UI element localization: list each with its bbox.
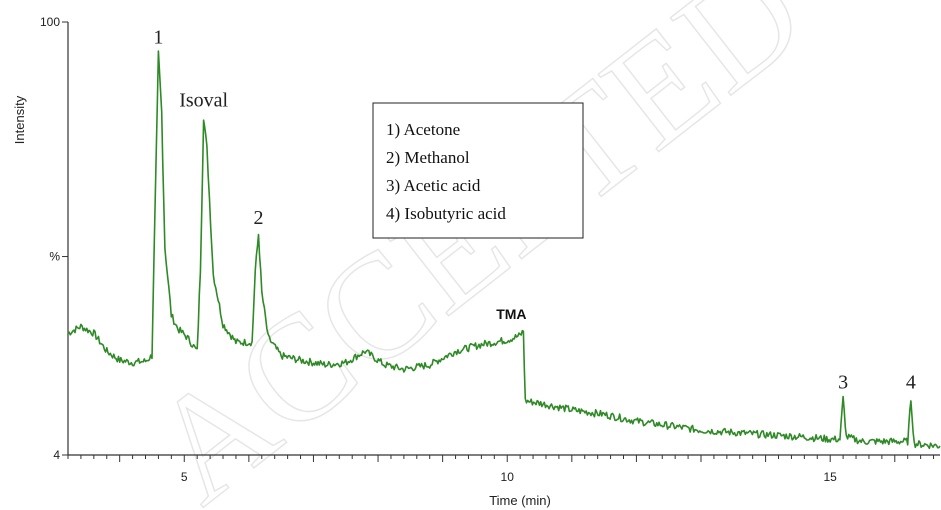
legend-box bbox=[372, 102, 584, 239]
legend-entry: 4) Isobutyric acid bbox=[386, 204, 506, 223]
legend-entry: 2) Methanol bbox=[386, 148, 470, 167]
axes bbox=[67, 22, 940, 456]
peak-label: Isoval bbox=[179, 90, 228, 112]
watermark: ACCEPTED bbox=[120, 0, 833, 510]
peak-label: TMA bbox=[496, 306, 526, 322]
y-tick-label: % bbox=[49, 250, 60, 264]
peak-label: 2 bbox=[254, 207, 264, 229]
legend-entry: 1) Acetone bbox=[386, 120, 460, 139]
y-tick-label: 4 bbox=[53, 448, 60, 462]
legend: 1) Acetone 2) Methanol 3) Acetic acid 4)… bbox=[372, 102, 584, 239]
peak-label: 3 bbox=[838, 372, 848, 394]
peak-label: 1 bbox=[153, 27, 163, 49]
y-axis-title: Intensity bbox=[12, 95, 27, 144]
minor-ticks bbox=[67, 455, 935, 462]
peak-label: 4 bbox=[906, 372, 916, 394]
peak-labels: 1 Isoval 2 TMA 3 4 bbox=[153, 27, 916, 394]
major-ticks: 5 10 15 bbox=[181, 470, 837, 484]
series-line bbox=[67, 50, 941, 450]
y-tick-label: 100 bbox=[40, 15, 60, 29]
x-axis-title: Time (min) bbox=[489, 493, 551, 508]
y-ticks: 100% 4 bbox=[40, 15, 68, 462]
legend-entry: 3) Acetic acid bbox=[386, 176, 481, 195]
x-tick-label: 5 bbox=[181, 470, 188, 484]
series-group bbox=[67, 50, 941, 450]
x-tick-label: 15 bbox=[824, 470, 838, 484]
x-tick-label: 10 bbox=[501, 470, 515, 484]
